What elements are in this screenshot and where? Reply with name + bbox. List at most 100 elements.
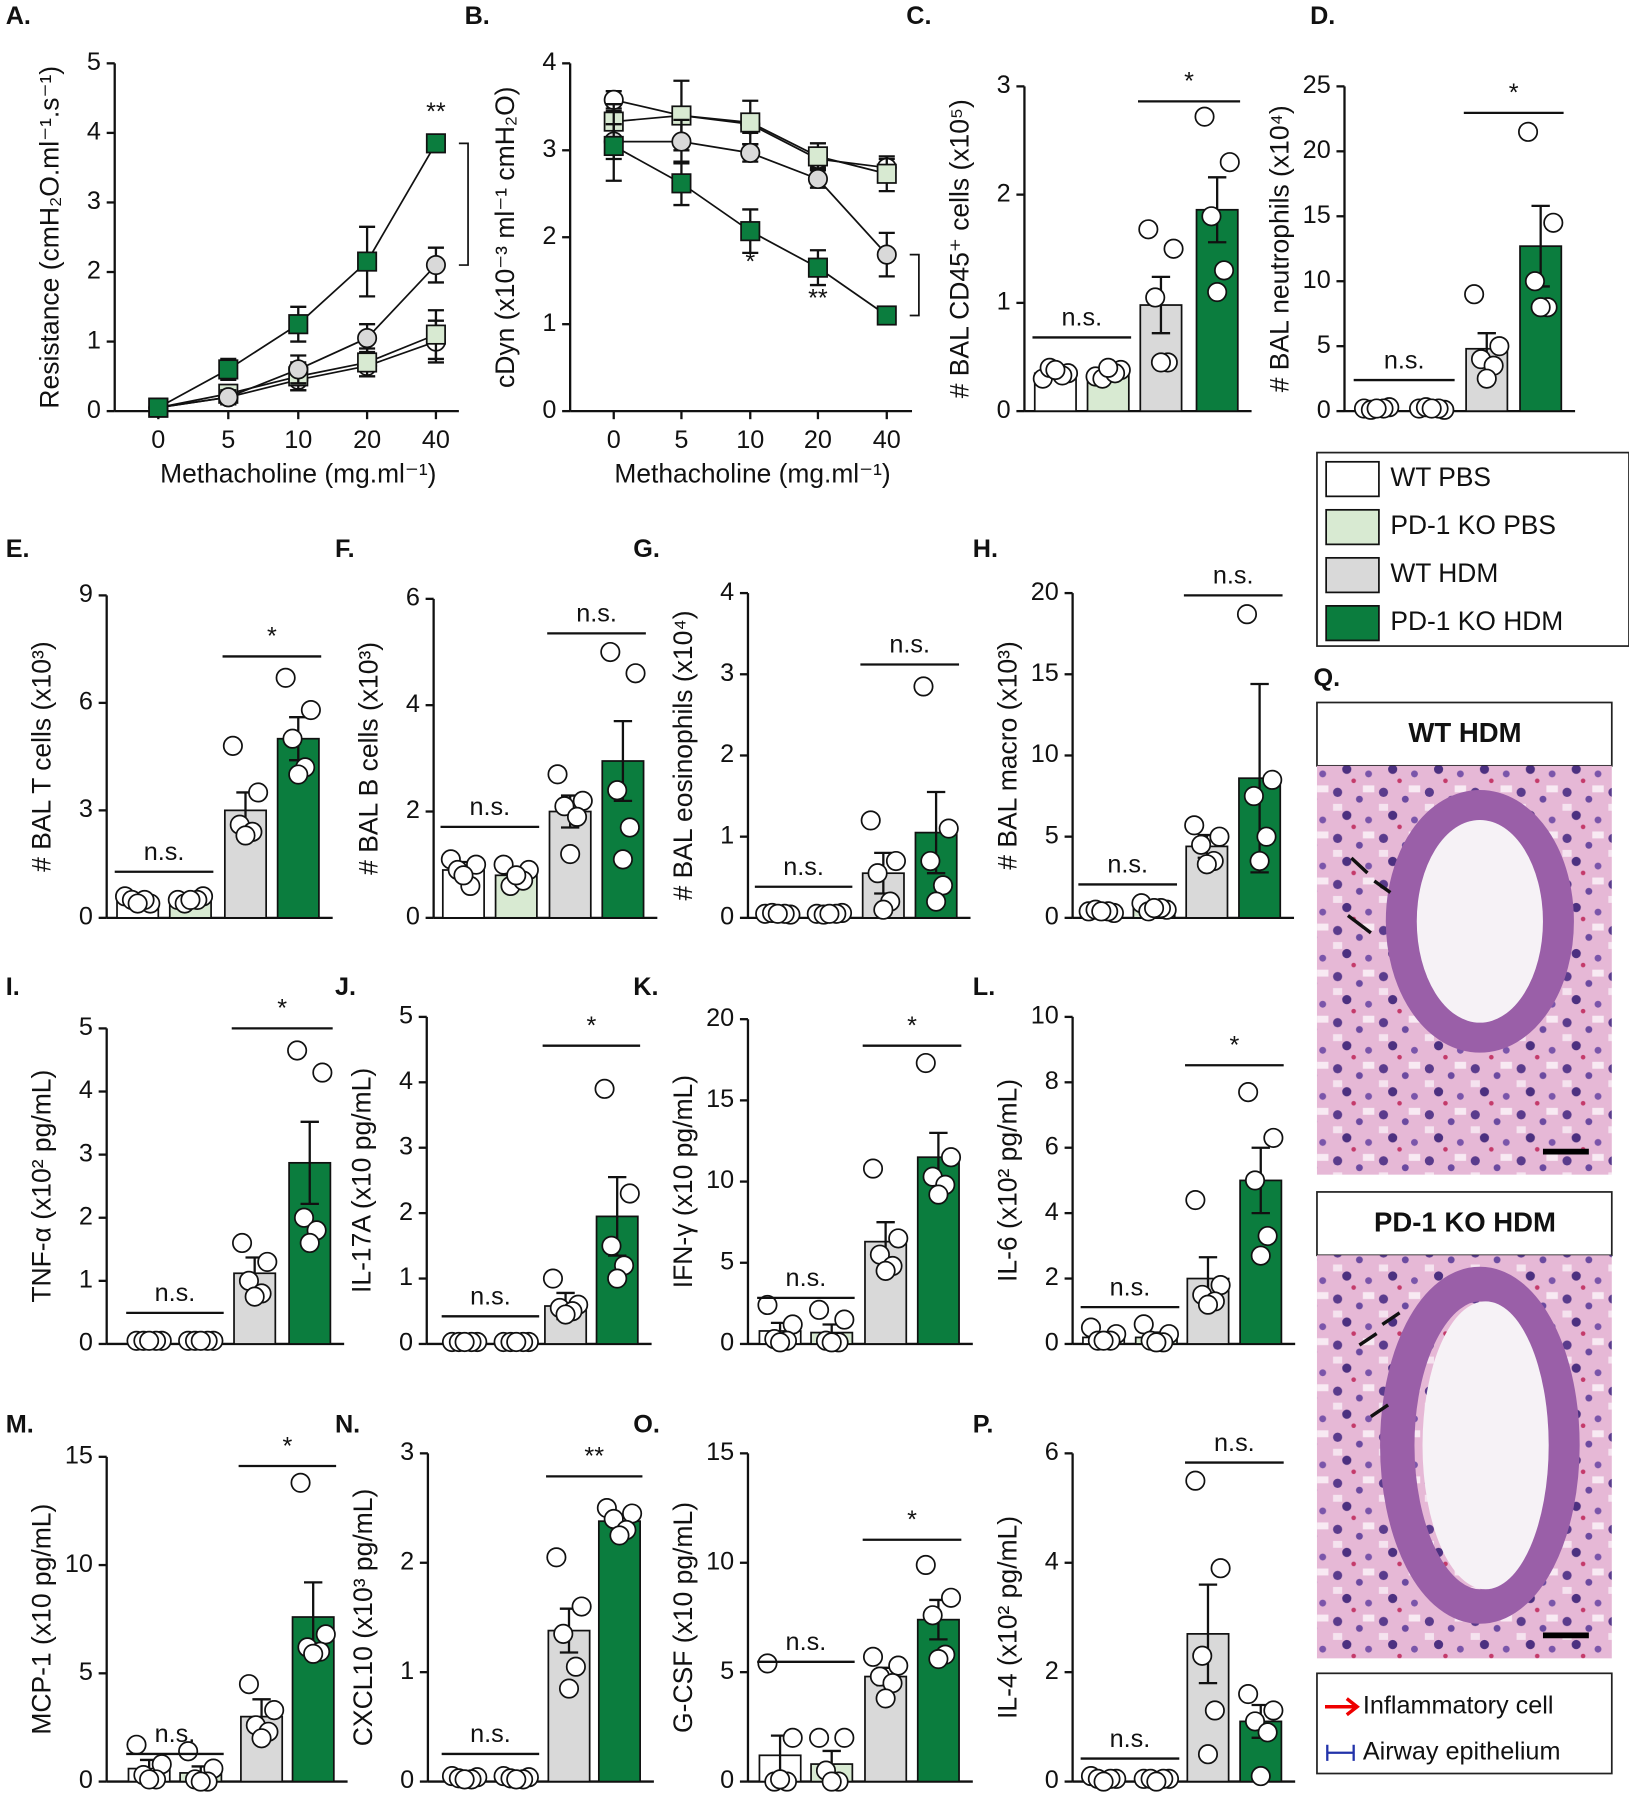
y-tick-label: 0 [1045,1329,1059,1357]
data-point [300,699,321,721]
legend-swatch [1325,605,1380,642]
data-point [303,1643,324,1664]
data-point [312,1062,333,1083]
x-tick-label: 40 [422,426,450,454]
data-point [862,1158,884,1179]
y-tick-label: 10 [65,1550,93,1578]
y-tick-label: 3 [399,1132,413,1160]
y-tick-label: 1 [400,1657,414,1685]
data-point [928,1184,949,1205]
data-point [922,1605,943,1626]
y-axis-label: # BAL eosinophils (x10⁴) [668,610,698,900]
y-tick-label: 10 [1031,740,1059,768]
y-tick-label: 3 [79,795,93,823]
data-point [770,1332,791,1353]
data-point [1184,815,1205,836]
marker [876,244,897,265]
significance: n.s. [155,1279,196,1307]
y-tick-label: 0 [997,396,1011,424]
data-point [1093,1771,1114,1792]
y-tick-label: 4 [87,118,101,146]
y-tick-label: 0 [406,902,420,930]
data-point [1197,1294,1219,1315]
y-tick-label: 1 [87,326,101,354]
data-point [938,818,959,839]
significance: n.s. [783,853,824,881]
legend-label: WT PBS [1390,462,1491,492]
y-tick-label: 9 [79,580,93,608]
data-point [819,903,840,924]
data-point [873,899,894,920]
marker [807,257,828,278]
y-tick-label: 0 [542,396,556,424]
data-point [619,817,640,838]
significance: * [1509,79,1519,107]
data-point [619,1183,640,1204]
y-axis-label: IL-17A (x10 pg/mL) [347,1068,377,1293]
data-point [282,728,303,749]
panel-label: Q. [1314,664,1341,692]
y-tick-label: 4 [399,1067,413,1095]
panel-label: E. [6,535,30,563]
data-point [1238,1082,1259,1103]
image-header [1316,1191,1613,1257]
significance: n.s. [144,838,185,866]
data-point [275,667,296,688]
data-point [542,1268,563,1289]
panel-label: F. [335,535,355,563]
panel-label: J. [335,973,356,1001]
data-point [940,1147,962,1168]
panel-label: L. [973,973,995,1001]
marker [357,352,378,373]
data-point [1244,1170,1266,1191]
significance: n.s. [786,1628,827,1656]
y-tick-label: 2 [399,1198,413,1226]
significance: n.s. [1110,1273,1151,1301]
data-point [875,1688,896,1709]
data-point [1243,785,1264,807]
data-point [139,1769,160,1790]
significance: n.s. [889,631,930,659]
airway-wall [1380,1266,1580,1624]
y-tick-label: 3 [720,659,734,687]
airway-lumen [1416,819,1543,1023]
y-axis-label: IFN-γ (x10 pg/mL) [668,1075,698,1288]
y-tick-label: 4 [79,1076,93,1104]
key-label: Inflammatory cell [1363,1691,1554,1719]
y-tick-label: 15 [65,1441,93,1469]
y-tick-label: 3 [542,135,556,163]
data-point [1214,260,1235,281]
data-point [1197,1744,1219,1765]
significance: ** [426,98,446,126]
marker [148,397,169,418]
data-point [940,1587,962,1608]
legend-label: PD-1 KO PBS [1390,510,1556,540]
y-tick-label: 4 [720,578,734,606]
marker [288,314,309,335]
y-tick-label: 1 [720,821,734,849]
x-tick-label: 10 [736,426,764,454]
data-point [1210,1558,1231,1579]
y-axis-label: TNF-α (x10² pg/mL) [27,1070,57,1303]
key-label: Airway epithelium [1363,1737,1561,1765]
data-point [190,1330,211,1351]
significance: n.s. [1061,304,1102,332]
data-point [928,1648,949,1670]
y-tick-label: 4 [1045,1547,1059,1575]
data-point [1257,1225,1278,1247]
data-point [1219,152,1240,173]
data-point [821,1332,842,1353]
data-point [1238,1683,1259,1705]
panel-label: H. [973,535,998,563]
data-point [1185,1470,1206,1491]
significance: * [586,1012,596,1040]
significance: * [277,995,287,1023]
data-point [127,893,148,914]
data-point [862,1646,884,1667]
legend-label: PD-1 KO HDM [1390,606,1563,636]
x-tick-label: 10 [284,426,312,454]
y-axis-label: G-CSF (x10 pg/mL) [668,1502,698,1733]
data-point [1489,336,1510,357]
y-axis-label: # BAL B cells (x10³) [354,642,384,875]
data-point [454,1331,475,1353]
